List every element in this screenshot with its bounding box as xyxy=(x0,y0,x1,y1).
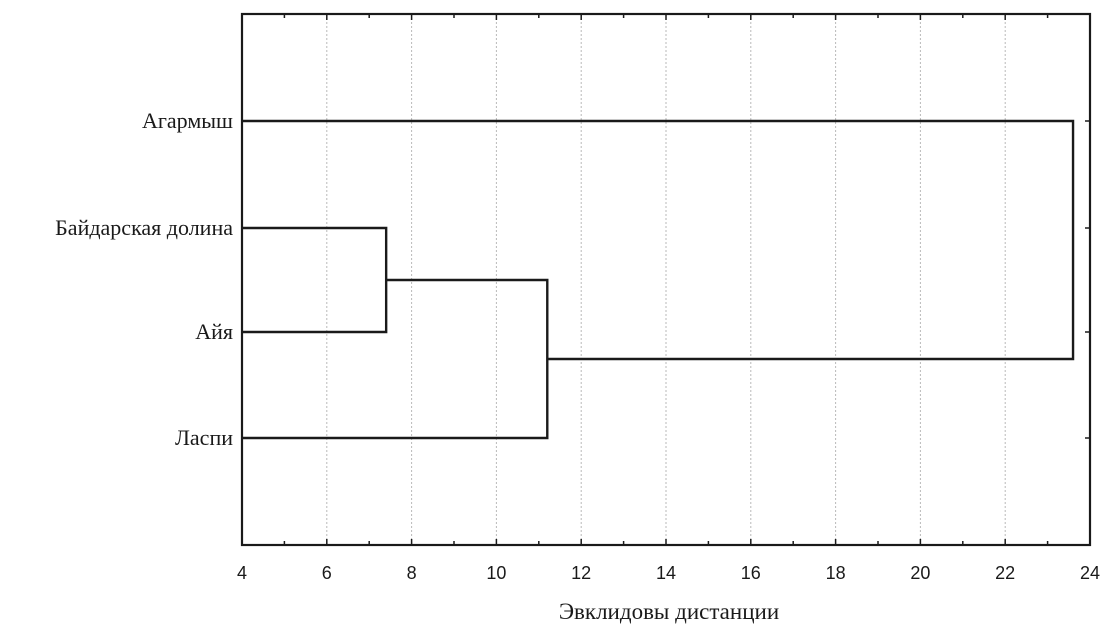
merge-2-branch xyxy=(242,278,549,440)
leaf-labels: Агармыш Байдарская долина Айя Ласпи xyxy=(55,108,233,450)
merge-3-branch xyxy=(242,119,1075,361)
x-tick-labels: 4 6 8 10 12 14 16 18 20 22 24 xyxy=(237,563,1100,583)
x-tick-label: 24 xyxy=(1080,563,1100,583)
x-tick-label: 10 xyxy=(486,563,506,583)
axis-ticks xyxy=(241,14,1091,545)
x-tick-label: 6 xyxy=(322,563,332,583)
leaf-label: Айя xyxy=(195,319,233,344)
x-tick-label: 8 xyxy=(407,563,417,583)
x-tick-label: 4 xyxy=(237,563,247,583)
leaf-label: Байдарская долина xyxy=(55,215,233,240)
x-axis-title: Эвклидовы дистанции xyxy=(559,599,779,624)
merge-1-branch xyxy=(242,226,388,334)
leaf-label: Ласпи xyxy=(175,425,233,450)
dendrogram-branches xyxy=(242,119,1075,440)
leaf-label: Агармыш xyxy=(142,108,233,133)
x-tick-label: 20 xyxy=(910,563,930,583)
x-tick-label: 18 xyxy=(826,563,846,583)
x-tick-label: 22 xyxy=(995,563,1015,583)
x-tick-label: 14 xyxy=(656,563,676,583)
x-tick-label: 16 xyxy=(741,563,761,583)
x-tick-label: 12 xyxy=(571,563,591,583)
